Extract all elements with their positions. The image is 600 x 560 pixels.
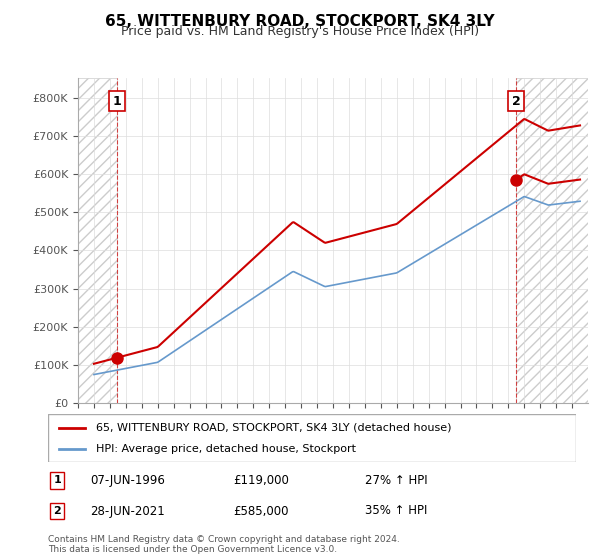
Text: 27% ↑ HPI: 27% ↑ HPI (365, 474, 427, 487)
FancyBboxPatch shape (48, 414, 576, 462)
Text: 35% ↑ HPI: 35% ↑ HPI (365, 505, 427, 517)
Text: 2: 2 (53, 506, 61, 516)
Text: 65, WITTENBURY ROAD, STOCKPORT, SK4 3LY: 65, WITTENBURY ROAD, STOCKPORT, SK4 3LY (105, 14, 495, 29)
Text: Contains HM Land Registry data © Crown copyright and database right 2024.
This d: Contains HM Land Registry data © Crown c… (48, 535, 400, 554)
Bar (78, 78, 117, 403)
Text: 65, WITTENBURY ROAD, STOCKPORT, SK4 3LY (detached house): 65, WITTENBURY ROAD, STOCKPORT, SK4 3LY … (95, 423, 451, 433)
Text: 1: 1 (113, 95, 121, 108)
Text: 28-JUN-2021: 28-JUN-2021 (90, 505, 165, 517)
Text: £119,000: £119,000 (233, 474, 289, 487)
Text: HPI: Average price, detached house, Stockport: HPI: Average price, detached house, Stoc… (95, 444, 356, 454)
Text: £585,000: £585,000 (233, 505, 288, 517)
Text: 1: 1 (53, 475, 61, 485)
Text: Price paid vs. HM Land Registry's House Price Index (HPI): Price paid vs. HM Land Registry's House … (121, 25, 479, 38)
Text: 2: 2 (512, 95, 520, 108)
Text: 07-JUN-1996: 07-JUN-1996 (90, 474, 165, 487)
